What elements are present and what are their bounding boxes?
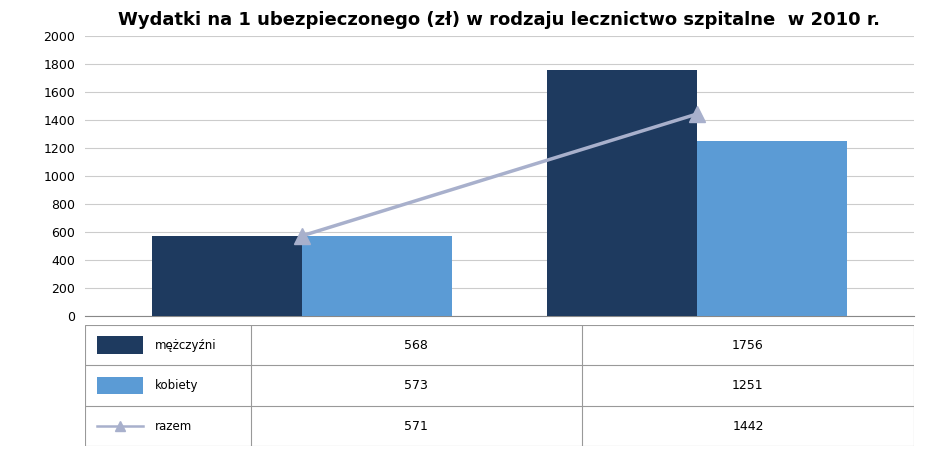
Bar	[152, 236, 301, 316]
Text: mężczyźni: mężczyźni	[155, 339, 217, 351]
Text: 1251: 1251	[732, 379, 764, 392]
Text: 1442: 1442	[732, 420, 764, 433]
Text: 1756: 1756	[732, 339, 764, 351]
Title: Wydatki na 1 ubezpieczonego (zł) w rodzaju lecznictwo szpitalne  w 2010 r.: Wydatki na 1 ubezpieczonego (zł) w rodza…	[119, 11, 880, 29]
FancyBboxPatch shape	[85, 325, 914, 446]
Bar	[97, 377, 143, 394]
Text: 571: 571	[404, 420, 429, 433]
Bar	[97, 336, 143, 354]
Bar	[546, 70, 697, 316]
Text: 573: 573	[404, 379, 429, 392]
Bar	[301, 235, 452, 316]
Bar	[697, 141, 847, 316]
Text: 568: 568	[404, 339, 429, 351]
Text: razem: razem	[155, 420, 192, 433]
Text: kobiety: kobiety	[155, 379, 199, 392]
